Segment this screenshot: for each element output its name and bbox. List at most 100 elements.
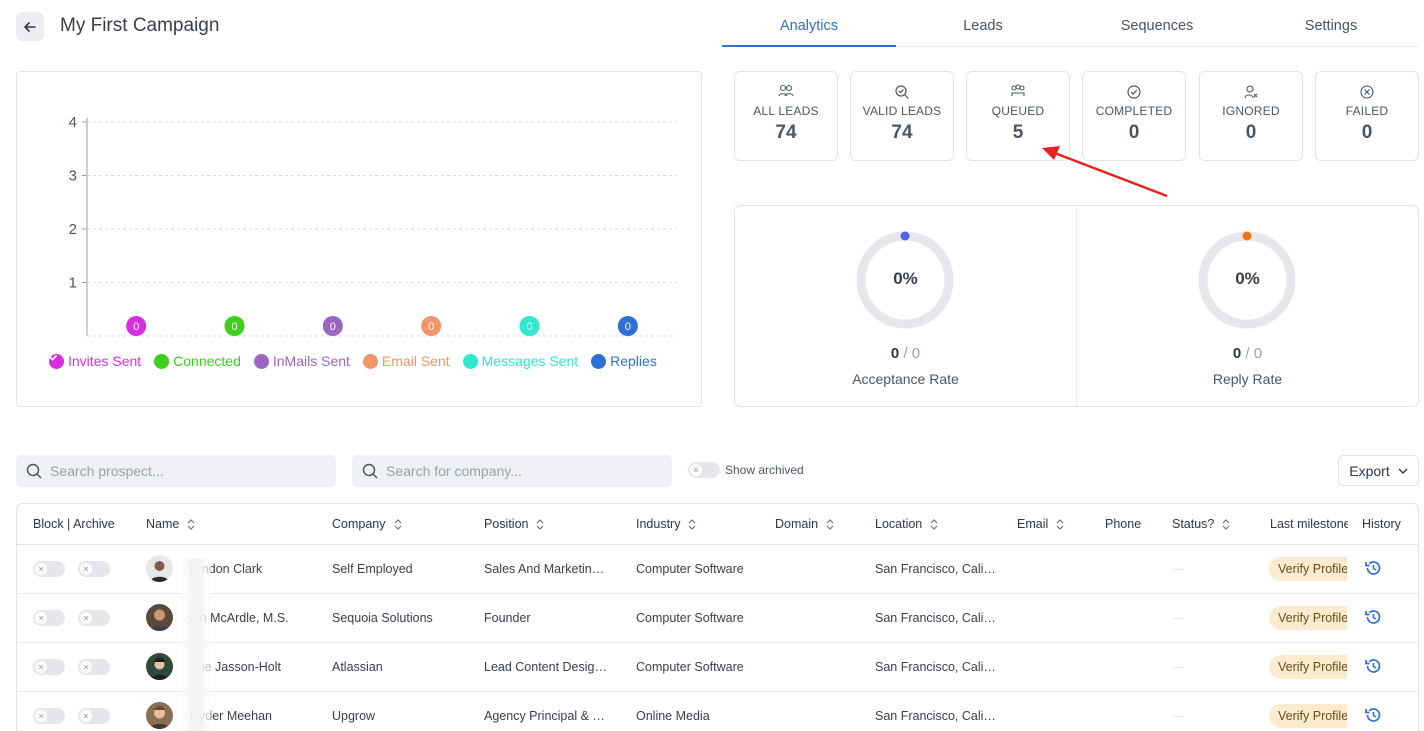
tab-leads[interactable]: Leads bbox=[963, 18, 1003, 34]
numerator: 0 bbox=[1232, 345, 1242, 362]
archive-toggle[interactable]: × bbox=[78, 610, 110, 626]
check-circle-icon bbox=[1083, 84, 1185, 100]
table-row[interactable]: × × B ndon Clark Self Employed Sales And… bbox=[17, 545, 1418, 594]
history-icon[interactable] bbox=[1364, 657, 1382, 675]
legend-item-replies[interactable]: Replies bbox=[49, 353, 657, 369]
activity-chart-card: 1 2 3 4 0 0 0 0 0 0 Invites Sent Connected InMail… bbox=[16, 71, 702, 407]
column-label: Position bbox=[484, 517, 529, 531]
lead-industry: Online Media bbox=[636, 709, 710, 723]
block-toggle[interactable]: × bbox=[33, 708, 65, 724]
history-icon[interactable] bbox=[1364, 559, 1382, 577]
search-company-input[interactable] bbox=[386, 463, 626, 479]
data-label: 0 bbox=[133, 321, 139, 333]
col-status[interactable]: Status? bbox=[1172, 517, 1230, 531]
milestone-badge: Verify Profile bbox=[1269, 704, 1347, 728]
col-location[interactable]: Location bbox=[875, 517, 938, 531]
data-label-bubble bbox=[322, 316, 343, 336]
lead-name[interactable]: S ie Jasson-Holt bbox=[190, 660, 282, 674]
stat-value: 0 bbox=[1361, 122, 1373, 143]
archive-toggle[interactable]: × bbox=[78, 561, 110, 577]
history-icon[interactable] bbox=[1364, 706, 1382, 724]
stat-value: 74 bbox=[891, 122, 913, 143]
legend-item-invites[interactable]: Invites Sent bbox=[49, 353, 141, 369]
column-label: Last milestone bbox=[1270, 517, 1348, 531]
archive-toggle[interactable]: × bbox=[78, 708, 110, 724]
stat-value: 5 bbox=[1012, 122, 1024, 143]
show-archived-toggle[interactable]: × bbox=[688, 462, 720, 478]
col-industry[interactable]: Industry bbox=[636, 517, 696, 531]
reply-rate-percent: 0% bbox=[1235, 269, 1260, 288]
sort-icon bbox=[826, 518, 834, 530]
search-icon bbox=[362, 463, 378, 479]
y-tick-label: 4 bbox=[69, 114, 77, 131]
table-row[interactable]: × × S ie Jasson-Holt Atlassian Lead Cont… bbox=[17, 643, 1418, 692]
legend-label: Invites Sent bbox=[68, 353, 142, 369]
data-label: 0 bbox=[625, 321, 631, 333]
acceptance-rate-panel: 0% 0 / 0 Acceptance Rate bbox=[735, 206, 1076, 406]
progress-dot bbox=[1242, 231, 1252, 241]
lead-industry: Computer Software bbox=[636, 660, 744, 674]
table-header: Block | Archive Name Company Position In… bbox=[17, 504, 1418, 545]
lead-position: Founder bbox=[484, 611, 531, 625]
legend-item-connected[interactable]: Connected bbox=[49, 353, 241, 369]
stat-card-queued[interactable]: QUEUED 5 bbox=[966, 71, 1070, 161]
legend-label: Replies bbox=[610, 353, 657, 369]
stat-card-valid-leads[interactable]: VALID LEADS 74 bbox=[850, 71, 954, 161]
legend-item-email[interactable]: Email Sent bbox=[49, 353, 450, 369]
arrow-left-icon bbox=[24, 21, 36, 32]
stat-label: QUEUED bbox=[991, 104, 1045, 118]
data-label-bubble bbox=[224, 316, 245, 336]
history-icon[interactable] bbox=[1364, 608, 1382, 626]
stat-card-completed[interactable]: COMPLETED 0 bbox=[1082, 71, 1186, 161]
col-email[interactable]: Email bbox=[1017, 517, 1064, 531]
table-row[interactable]: × × Ryder Meehan Upgrow Agency Principal… bbox=[17, 692, 1418, 731]
tab-sequences[interactable]: Sequences bbox=[1120, 18, 1194, 34]
export-button[interactable]: Export bbox=[1338, 455, 1419, 486]
block-toggle[interactable]: × bbox=[33, 610, 65, 626]
chevron-down-icon bbox=[1398, 468, 1408, 474]
stat-card-failed[interactable]: FAILED 0 bbox=[1315, 71, 1419, 161]
column-label: Block | Archive bbox=[33, 517, 115, 531]
milestone-badge: Verify Profile bbox=[1269, 606, 1347, 630]
search-company-box[interactable] bbox=[352, 455, 672, 487]
user-x-icon bbox=[1200, 84, 1302, 100]
users-icon bbox=[735, 84, 837, 100]
col-company[interactable]: Company bbox=[332, 517, 402, 531]
stat-label: ALL LEADS bbox=[753, 104, 819, 118]
stat-value: 74 bbox=[775, 122, 797, 143]
milestone-badge: Verify Profile bbox=[1269, 655, 1347, 679]
tab-settings[interactable]: Settings bbox=[1304, 18, 1358, 34]
col-domain[interactable]: Domain bbox=[775, 517, 834, 531]
rate-card: 0% 0 / 0 Acceptance Rate 0% 0 / 0 Reply … bbox=[734, 205, 1419, 407]
status-empty bbox=[1173, 667, 1183, 668]
block-toggle[interactable]: × bbox=[33, 561, 65, 577]
check-circle-icon bbox=[49, 353, 607, 369]
back-button[interactable] bbox=[16, 12, 44, 41]
archive-toggle[interactable]: × bbox=[78, 659, 110, 675]
sort-icon bbox=[537, 518, 544, 530]
col-position[interactable]: Position bbox=[484, 517, 544, 531]
block-toggle[interactable]: × bbox=[33, 659, 65, 675]
reply-rate-ring bbox=[1198, 231, 1296, 329]
tab-analytics[interactable]: Analytics bbox=[722, 0, 896, 47]
stat-card-ignored[interactable]: IGNORED 0 bbox=[1199, 71, 1303, 161]
progress-dot bbox=[900, 231, 910, 241]
search-prospect-box[interactable] bbox=[16, 455, 336, 487]
annotation-arrow bbox=[1042, 146, 1168, 198]
data-label: 0 bbox=[526, 321, 532, 333]
search-prospect-input[interactable] bbox=[50, 463, 290, 479]
x-circle-icon bbox=[1316, 84, 1418, 100]
stat-card-all-leads[interactable]: ALL LEADS 74 bbox=[734, 71, 838, 161]
x-icon: × bbox=[35, 563, 47, 575]
column-label: Status? bbox=[1172, 517, 1215, 531]
column-label: Phone bbox=[1105, 517, 1142, 531]
x-icon: × bbox=[35, 710, 47, 722]
stat-label: FAILED bbox=[1345, 104, 1389, 118]
col-name[interactable]: Name bbox=[146, 517, 195, 531]
legend-item-messages[interactable]: Messages Sent bbox=[49, 353, 578, 369]
lead-company: Upgrow bbox=[332, 709, 376, 723]
lead-name[interactable]: J n McArdle, M.S. bbox=[190, 611, 289, 625]
table-row[interactable]: × × J n McArdle, M.S. Sequoia Solutions … bbox=[17, 594, 1418, 643]
show-archived: × Show archived bbox=[688, 462, 804, 478]
legend-item-inmails[interactable]: InMails Sent bbox=[49, 353, 350, 369]
